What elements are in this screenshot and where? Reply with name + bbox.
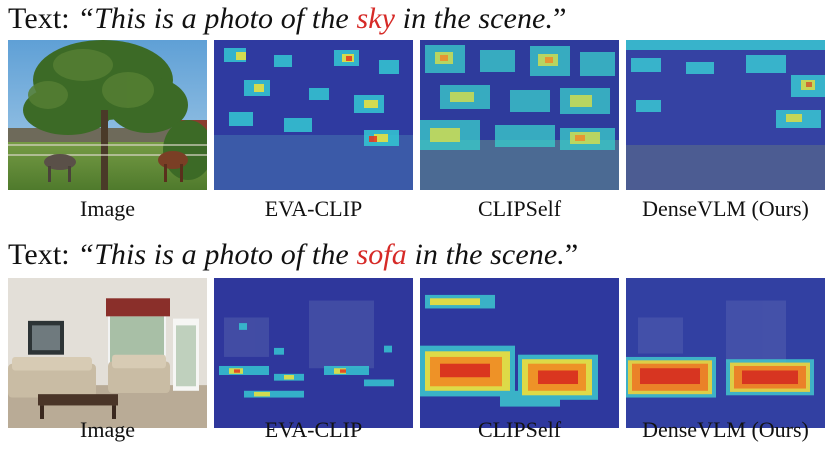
row1-quote-open: “This is a photo of the [77,2,357,35]
living-room-photo [8,278,207,428]
row2-label-evaclip: EVA-CLIP [264,417,363,442]
row2-clipself-panel [420,278,619,428]
row2-densevlm-panel [626,278,825,428]
row2-evaclip-panel [214,278,413,428]
eva-clip-sky-heatmap [214,40,413,190]
clipself-sky-heatmap [420,40,619,190]
row2-quote-open: “This is a photo of the [77,238,357,271]
row1-caption: Text: “This is a photo of the sky in the… [8,2,566,36]
row1-label-clipself: CLIPSelf [477,196,562,221]
row1-label-densevlm: DenseVLM (Ours) [642,196,809,221]
densevlm-sky-heatmap [626,40,825,190]
row1-clipself-panel [420,40,619,190]
row1-label-image: Image [80,196,135,221]
row2-keyword: sofa [356,238,407,271]
row2-label-image: Image [80,417,135,442]
clipself-sofa-heatmap [420,278,619,428]
row2-label-densevlm: DenseVLM (Ours) [642,417,809,442]
eva-clip-sofa-heatmap [214,278,413,428]
row1-quote-end: ” [553,2,567,35]
row2-quote-end: ” [564,238,579,271]
row2-quote-close: in the scene. [406,238,565,271]
row1-evaclip-panel [214,40,413,190]
densevlm-sofa-heatmap [626,278,825,428]
row1-keyword: sky [356,2,396,35]
row1-image-panel [8,40,207,190]
row2-image-panel [8,278,207,428]
row1-caption-prefix: Text: [8,2,78,35]
horse-field-photo [8,40,207,190]
row2-caption-prefix: Text: [8,238,78,271]
row1-densevlm-panel [626,40,825,190]
row2-label-clipself: CLIPSelf [477,417,562,442]
row1-label-evaclip: EVA-CLIP [264,196,363,221]
row2-caption: Text: “This is a photo of the sofa in th… [8,238,578,272]
row1-quote-close: in the scene. [395,2,554,35]
